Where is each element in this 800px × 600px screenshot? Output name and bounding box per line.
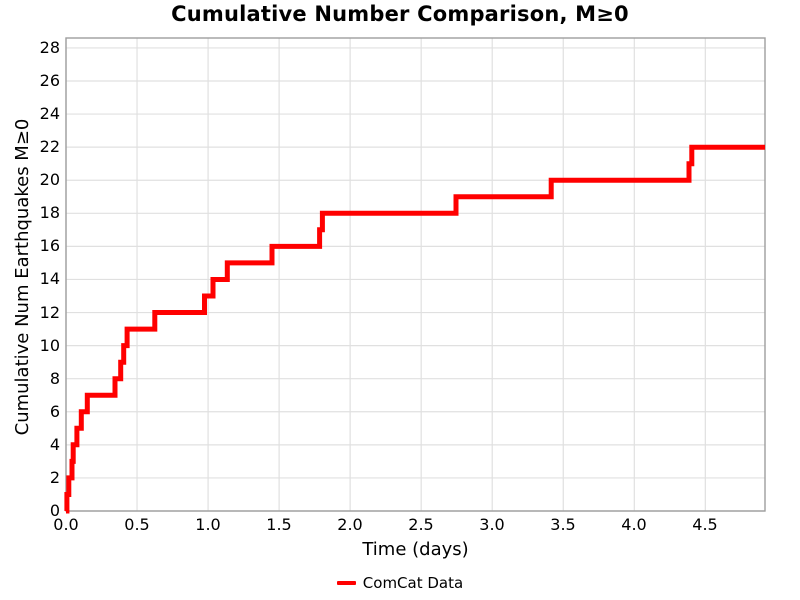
- x-tick-label: 0.5: [124, 515, 150, 534]
- x-tick-label: 0.0: [53, 515, 79, 534]
- y-tick-label: 18: [39, 203, 60, 222]
- x-tick-label: 3.5: [550, 515, 576, 534]
- y-tick-label: 2: [49, 468, 60, 487]
- x-axis-label: Time (days): [362, 539, 469, 560]
- y-tick-label: 0: [49, 501, 60, 520]
- legend: ComCat Data: [0, 574, 800, 592]
- x-tick-label: 4.5: [692, 515, 718, 534]
- y-tick-label: 6: [49, 402, 60, 421]
- x-tick-label: 2.0: [337, 515, 363, 534]
- y-tick-label: 10: [39, 336, 60, 355]
- x-tick-label: 1.5: [266, 515, 292, 534]
- y-tick-label: 28: [39, 38, 60, 57]
- y-tick-label: 20: [39, 170, 60, 189]
- x-tick-label: 1.0: [195, 515, 221, 534]
- axes-border: [65, 37, 766, 512]
- y-tick-label: 8: [49, 369, 60, 388]
- legend-line-swatch: [336, 581, 356, 585]
- series-line-comcat: [64, 144, 765, 514]
- x-tick-label: 3.0: [479, 515, 505, 534]
- chart-title: Cumulative Number Comparison, M≥0: [171, 2, 629, 26]
- x-tick-label: 4.0: [621, 515, 647, 534]
- y-tick-label: 16: [39, 236, 60, 255]
- y-tick-label: 14: [39, 269, 60, 288]
- y-tick-label: 22: [39, 137, 60, 156]
- y-tick-label: 4: [49, 435, 60, 454]
- y-tick-label: 26: [39, 71, 60, 90]
- legend-label: ComCat Data: [362, 574, 464, 592]
- x-tick-label: 2.5: [408, 515, 434, 534]
- y-tick-label: 24: [39, 104, 60, 123]
- y-tick-label: 12: [39, 303, 60, 322]
